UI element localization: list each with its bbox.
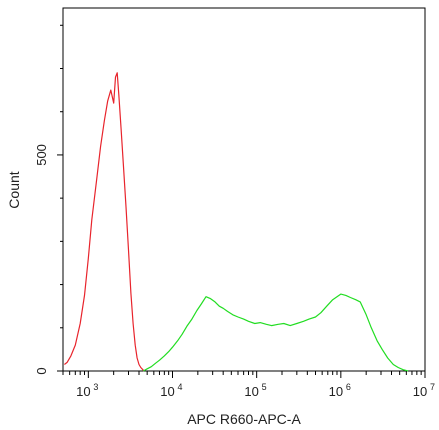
series-0-line (64, 72, 145, 372)
x-tick-exponent: 3 (93, 382, 98, 392)
x-axis-label: APC R660-APC-A (187, 411, 301, 427)
x-tick-exponent: 7 (430, 382, 435, 392)
x-axis: 10 3 10 4 10 5 10 6 10 7 (62, 371, 435, 399)
x-tick-label: 10 (76, 384, 90, 399)
series-layer (64, 72, 409, 372)
x-tick-exponent: 6 (346, 382, 351, 392)
x-tick-label: 10 (160, 384, 174, 399)
x-tick-exponent: 5 (262, 382, 267, 392)
x-tick-label: 10 (329, 384, 343, 399)
x-tick-label: 10 (244, 384, 258, 399)
x-tick-exponent: 4 (178, 382, 183, 392)
series-1-line (143, 293, 409, 372)
x-tick-label: 10 (413, 384, 427, 399)
y-axis: 0 500 (34, 24, 63, 375)
y-tick-label: 500 (34, 144, 49, 166)
y-tick-label: 0 (34, 367, 49, 374)
y-axis-label: Count (6, 171, 22, 208)
plot-frame (62, 7, 426, 372)
